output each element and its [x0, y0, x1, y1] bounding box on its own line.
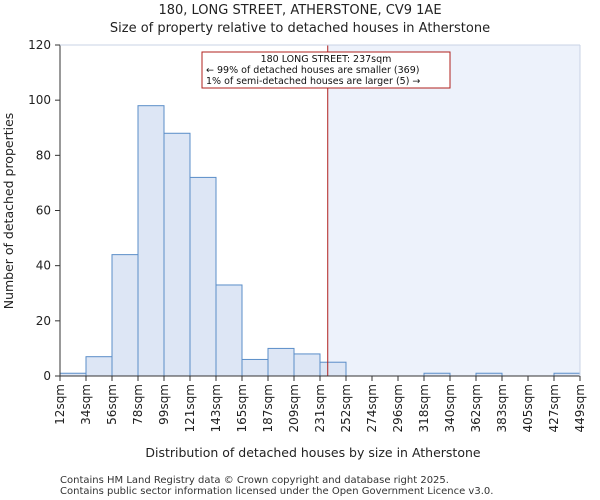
- x-tick-label-427sqm: 427sqm: [547, 384, 561, 432]
- x-tick-label-362sqm: 362sqm: [469, 384, 483, 432]
- footer-line-2: Contains public sector information licen…: [60, 486, 493, 497]
- y-ticks-group: 0 20 40 60 80 100 120: [28, 38, 60, 383]
- highlight-region: [327, 45, 580, 376]
- annotation-line-3: 1% of semi-detached houses are larger (5…: [206, 76, 420, 87]
- bar-165sqm: [241, 358, 269, 377]
- x-tick-label-449sqm: 449sqm: [573, 384, 587, 432]
- x-tick-label-383sqm: 383sqm: [495, 384, 509, 432]
- footer-line-1: Contains HM Land Registry data © Crown c…: [60, 475, 449, 486]
- y-axis-label: Number of detached properties: [1, 113, 16, 310]
- x-tick-label-121sqm: 121sqm: [183, 384, 197, 432]
- chart-title: 180, LONG STREET, ATHERSTONE, CV9 1AE: [158, 3, 441, 18]
- x-tick-label-231sqm: 231sqm: [313, 384, 327, 432]
- bars-group: [59, 105, 581, 377]
- x-tick-label-209sqm: 209sqm: [287, 384, 301, 432]
- bar-143sqm: [215, 284, 243, 377]
- y-tick-label-80: 80: [36, 148, 51, 162]
- x-tick-label-187sqm: 187sqm: [261, 384, 275, 432]
- x-ticks-group: 12sqm 34sqm 56sqm 78sqm 99sqm 121sqm 143sqm 165…: [53, 376, 587, 432]
- chart-subtitle: Size of property relative to detached ho…: [110, 21, 490, 36]
- bar-187sqm: [267, 347, 295, 377]
- y-tick-label-100: 100: [28, 93, 51, 107]
- x-tick-label-274sqm: 274sqm: [365, 384, 379, 432]
- bar-231sqm: [319, 361, 347, 377]
- x-tick-label-296sqm: 296sqm: [391, 384, 405, 432]
- x-tick-label-34sqm: 34sqm: [79, 384, 93, 425]
- x-tick-label-252sqm: 252sqm: [339, 384, 353, 432]
- bar-99sqm: [163, 132, 191, 377]
- bar-121sqm: [189, 176, 217, 377]
- x-tick-label-318sqm: 318sqm: [417, 384, 431, 432]
- x-tick-label-143sqm: 143sqm: [209, 384, 223, 432]
- y-tick-label-60: 60: [36, 204, 51, 218]
- x-tick-label-340sqm: 340sqm: [443, 384, 457, 432]
- bar-56sqm: [111, 254, 139, 377]
- y-tick-label-20: 20: [36, 314, 51, 328]
- x-tick-label-78sqm: 78sqm: [131, 384, 145, 425]
- x-tick-label-165sqm: 165sqm: [235, 384, 249, 432]
- y-tick-label-0: 0: [43, 369, 51, 383]
- x-tick-label-405sqm: 405sqm: [521, 384, 535, 432]
- annotation-box: [201, 51, 451, 89]
- x-axis-label: Distribution of detached houses by size …: [145, 445, 481, 460]
- annotation-line-1: 180 LONG STREET: 237sqm: [261, 54, 392, 65]
- bar-34sqm: [85, 356, 113, 377]
- x-tick-label-56sqm: 56sqm: [105, 384, 119, 425]
- x-tick-label-99sqm: 99sqm: [157, 384, 171, 425]
- y-tick-label-40: 40: [36, 259, 51, 273]
- y-tick-label-120: 120: [28, 38, 51, 52]
- annotation-line-2: ← 99% of detached houses are smaller (36…: [206, 65, 419, 76]
- x-tick-label-12sqm: 12sqm: [53, 384, 67, 425]
- bar-78sqm: [137, 105, 165, 377]
- bar-209sqm: [293, 353, 321, 377]
